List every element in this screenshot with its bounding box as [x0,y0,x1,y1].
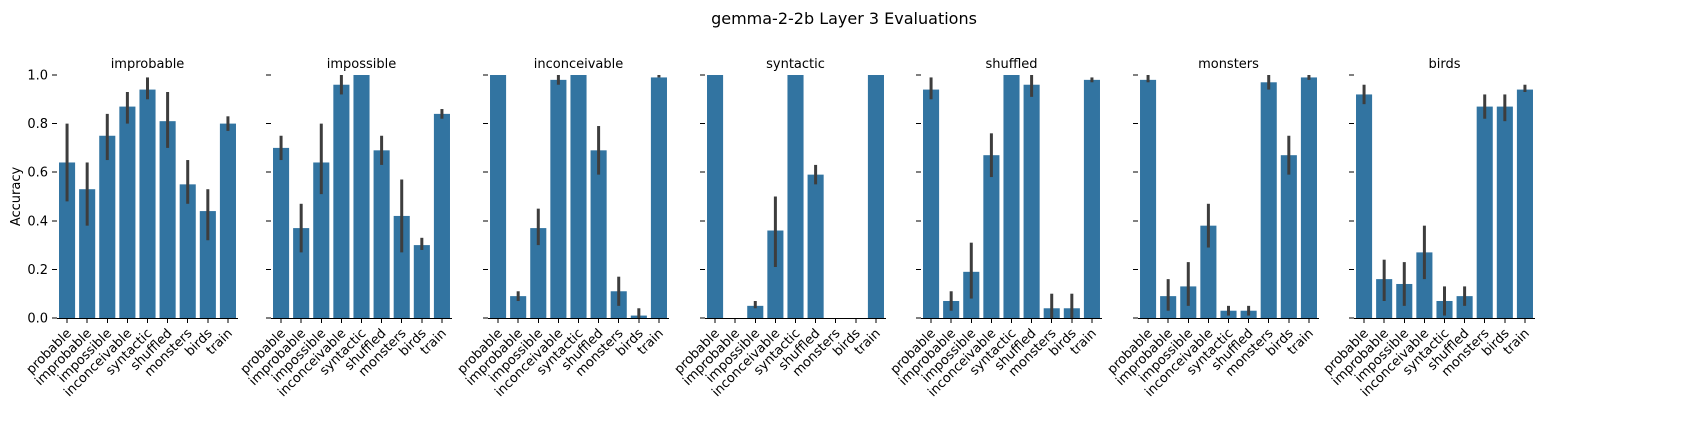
facet-panel-birds: birdsprobableimprobableimpossibleinconce… [1321,57,1535,400]
y-tick-label: 0.0 [27,312,48,327]
facet-panels: improbableprobableimprobableimpossiblein… [9,57,1535,400]
bar [1140,79,1157,318]
bar [490,75,507,318]
bar [119,106,136,318]
bar [1496,106,1513,318]
y-axis-label: Accuracy [9,167,24,227]
bar [1023,84,1040,318]
facet-title: monsters [1198,57,1259,72]
bar [139,89,156,318]
bar [59,162,76,318]
bar [353,75,370,318]
bar [590,150,607,318]
bar [747,305,764,318]
bar [199,211,216,318]
y-tick-label: 1.0 [27,69,48,84]
bar [313,162,330,318]
facet-panel-impossible: impossibleprobableimprobableimpossiblein… [238,57,452,400]
bar [433,113,450,318]
facet-title: birds [1428,57,1460,72]
bar [219,123,236,318]
bar [413,245,430,318]
bar [530,228,547,318]
facet-title: impossible [327,57,397,72]
bar [373,150,390,318]
bar [1200,225,1217,318]
facet-title: shuffled [985,57,1037,72]
bar [79,189,96,318]
bar [1456,296,1473,318]
bar [99,135,116,318]
bar [650,77,667,319]
bar [707,75,724,318]
bar [1280,155,1297,318]
bar [333,84,350,318]
bar [1476,106,1493,318]
bar [179,184,196,318]
facet-panel-inconceivable: inconceivableprobableimprobableimpossibl… [455,57,669,400]
facet-panel-shuffled: shuffledprobableimprobableimpossibleinco… [888,57,1102,400]
bar [1416,252,1433,318]
facet-panel-syntactic: syntacticprobableimprobableimpossibleinc… [672,57,886,400]
bar [1300,77,1317,319]
bar [393,215,410,318]
figure-title: gemma-2-2b Layer 3 Evaluations [711,9,977,28]
bar [983,155,1000,318]
facet-panel-monsters: monstersprobableimprobableimpossibleinco… [1105,57,1319,400]
facet-panel-improbable: improbableprobableimprobableimpossiblein… [9,57,238,400]
facet-title: syntactic [766,57,825,72]
bar [1003,75,1020,318]
bar [550,79,567,318]
bar [570,75,587,318]
facet-title: improbable [111,57,185,72]
facet-title: inconceivable [534,57,623,72]
y-tick-label: 0.4 [27,214,48,229]
bar [159,121,176,318]
y-tick-label: 0.2 [27,263,48,278]
bar [923,89,940,318]
bar [510,296,527,318]
bar [1356,94,1373,318]
bar [787,75,804,318]
bar [1516,89,1533,318]
bar [807,174,824,318]
bar [273,147,290,318]
bar [1260,82,1277,318]
bar [293,228,310,318]
y-tick-label: 0.8 [27,117,48,132]
y-tick-label: 0.6 [27,166,48,181]
bar [767,230,784,318]
bar [867,75,884,318]
bar [1083,79,1100,318]
